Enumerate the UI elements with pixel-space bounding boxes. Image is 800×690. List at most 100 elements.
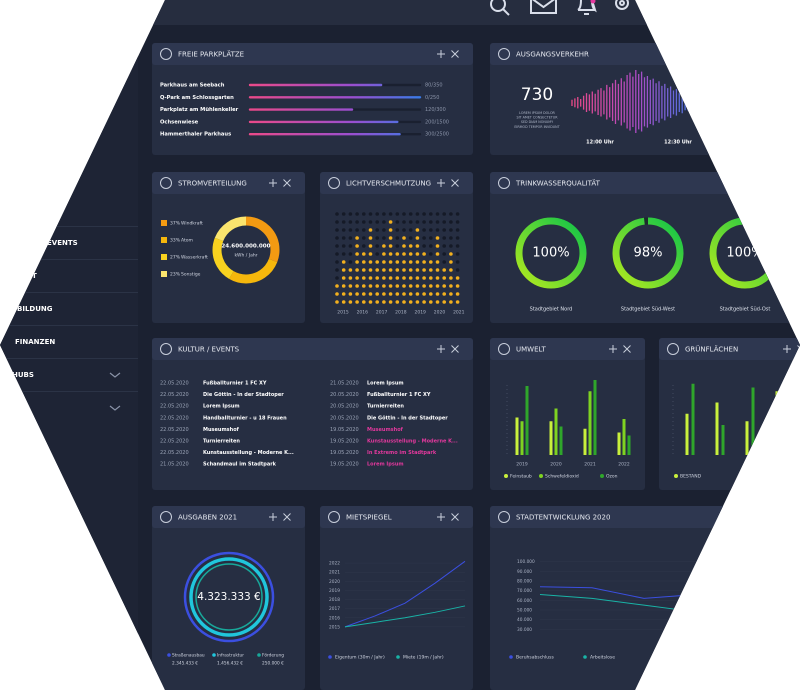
panel-add[interactable] — [783, 345, 791, 353]
light-dot — [348, 276, 353, 280]
light-dot — [368, 292, 373, 296]
chevron[interactable] — [109, 405, 121, 411]
panel-close[interactable] — [283, 179, 291, 187]
light-dot — [375, 300, 380, 304]
light-dot — [355, 276, 359, 280]
panel-add[interactable] — [437, 345, 445, 353]
light-dot — [442, 276, 447, 280]
event-name[interactable]: Kunstausstellung - Moderne K... — [203, 450, 294, 456]
light-column — [388, 212, 393, 304]
light-year: 2021 — [453, 310, 465, 316]
light-dot — [341, 284, 346, 288]
panel-icon — [160, 48, 172, 60]
event-name[interactable]: Turnierreiten — [203, 439, 240, 445]
light-dot — [415, 212, 420, 216]
panel-add[interactable] — [437, 50, 445, 58]
light-dot — [449, 228, 453, 232]
sidebar-item[interactable]: FINANZEN — [15, 338, 55, 346]
sidebar-item[interactable]: HUBS — [12, 371, 34, 379]
mail-icon[interactable] — [530, 0, 557, 14]
env-year: 2020 — [550, 462, 562, 468]
panel-close[interactable] — [451, 179, 459, 187]
panel-add[interactable] — [437, 513, 445, 521]
light-column — [442, 212, 447, 304]
settings-icon[interactable] — [615, 0, 629, 10]
panel-close[interactable] — [451, 345, 459, 353]
light-dot — [415, 300, 420, 304]
gear-hub — [619, 0, 625, 6]
event-name[interactable]: Fußballturnier 1 FC XY — [367, 392, 431, 398]
panel-add[interactable] — [609, 345, 617, 353]
light-dot — [402, 252, 406, 256]
panel-add[interactable] — [784, 179, 792, 187]
event-name[interactable]: Schandmaul im Stadtpark — [203, 462, 277, 468]
light-dot — [442, 268, 447, 272]
event-name[interactable]: Fußballturnier 1 FC XY — [203, 381, 267, 387]
event-name[interactable]: Lorem Ipsum — [203, 404, 240, 410]
light-column — [449, 212, 453, 304]
sidebar — [0, 25, 138, 690]
event-name[interactable]: Museumshof — [203, 427, 240, 433]
event-name[interactable]: Lorem Ipsum — [367, 381, 404, 387]
light-dot — [422, 292, 426, 296]
light-dot — [395, 268, 400, 272]
legend-label: Arbeitslose — [590, 655, 615, 661]
event-name[interactable]: Turnierreiten — [367, 404, 404, 410]
light-column — [355, 212, 359, 304]
series-line — [344, 605, 466, 628]
green-bar — [685, 413, 689, 455]
light-dot — [348, 212, 353, 216]
gauge-name: Stadtgebiet Nord — [530, 307, 573, 313]
power-total: 24.600.000.000 — [221, 244, 270, 250]
panel-add[interactable] — [269, 179, 277, 187]
light-dot — [355, 212, 359, 216]
legend-dot — [539, 474, 543, 478]
panel-title: STADTENTWICKLUNG 2020 — [516, 514, 610, 522]
panel-close[interactable] — [451, 50, 459, 58]
chevron[interactable] — [109, 372, 121, 378]
gauge-value: 100% — [532, 246, 569, 261]
panel-icon — [328, 177, 340, 189]
light-dot — [362, 212, 366, 216]
power-segment — [212, 216, 280, 284]
panel-close[interactable] — [283, 513, 291, 521]
power-segment — [212, 216, 280, 284]
panel-add[interactable] — [437, 179, 445, 187]
light-column — [415, 212, 420, 304]
light-dot — [455, 292, 460, 296]
event-name[interactable]: Die Göttin - In der Stadtoper — [367, 415, 448, 421]
event-date: 19.05.2020 — [330, 450, 359, 456]
light-dot — [355, 268, 359, 272]
sidebar-item[interactable]: EVENTS — [47, 239, 78, 247]
light-dot — [368, 220, 373, 224]
light-dot — [388, 292, 393, 296]
light-column — [375, 212, 380, 304]
light-dot — [429, 228, 433, 232]
light-dot — [422, 220, 426, 224]
panel-close[interactable] — [451, 513, 459, 521]
spending-amount: 1.456.432 € — [217, 661, 243, 667]
y-tick-label: 30.000 — [517, 627, 532, 633]
event-name[interactable]: Handballturnier - u 18 Frauen — [203, 415, 287, 421]
light-dot — [449, 252, 453, 256]
panel-add[interactable] — [784, 513, 792, 521]
light-dot — [375, 220, 380, 224]
panel-title: KULTUR / EVENTS — [178, 346, 240, 354]
sidebar-item[interactable]: BILDUNG — [17, 305, 53, 313]
event-name[interactable]: Die Göttin - In der Stadtoper — [203, 392, 284, 398]
event-name[interactable]: Museumshof — [367, 427, 404, 433]
event-name[interactable]: In Extremo im Stadtpark — [367, 450, 437, 456]
bell-icon[interactable] — [577, 0, 597, 15]
sidebar-item[interactable]: T — [32, 272, 37, 280]
panel-add[interactable] — [784, 50, 792, 58]
light-dot — [415, 244, 420, 248]
event-name[interactable]: Lorem Ipsum — [367, 462, 404, 468]
panel-close[interactable] — [623, 345, 631, 353]
light-column — [335, 212, 339, 304]
legend-dot — [509, 655, 513, 659]
panel — [659, 338, 800, 490]
search-icon[interactable] — [490, 0, 510, 16]
event-name[interactable]: Kunstausstellung - Moderne K... — [367, 439, 458, 445]
panel-add[interactable] — [269, 513, 277, 521]
